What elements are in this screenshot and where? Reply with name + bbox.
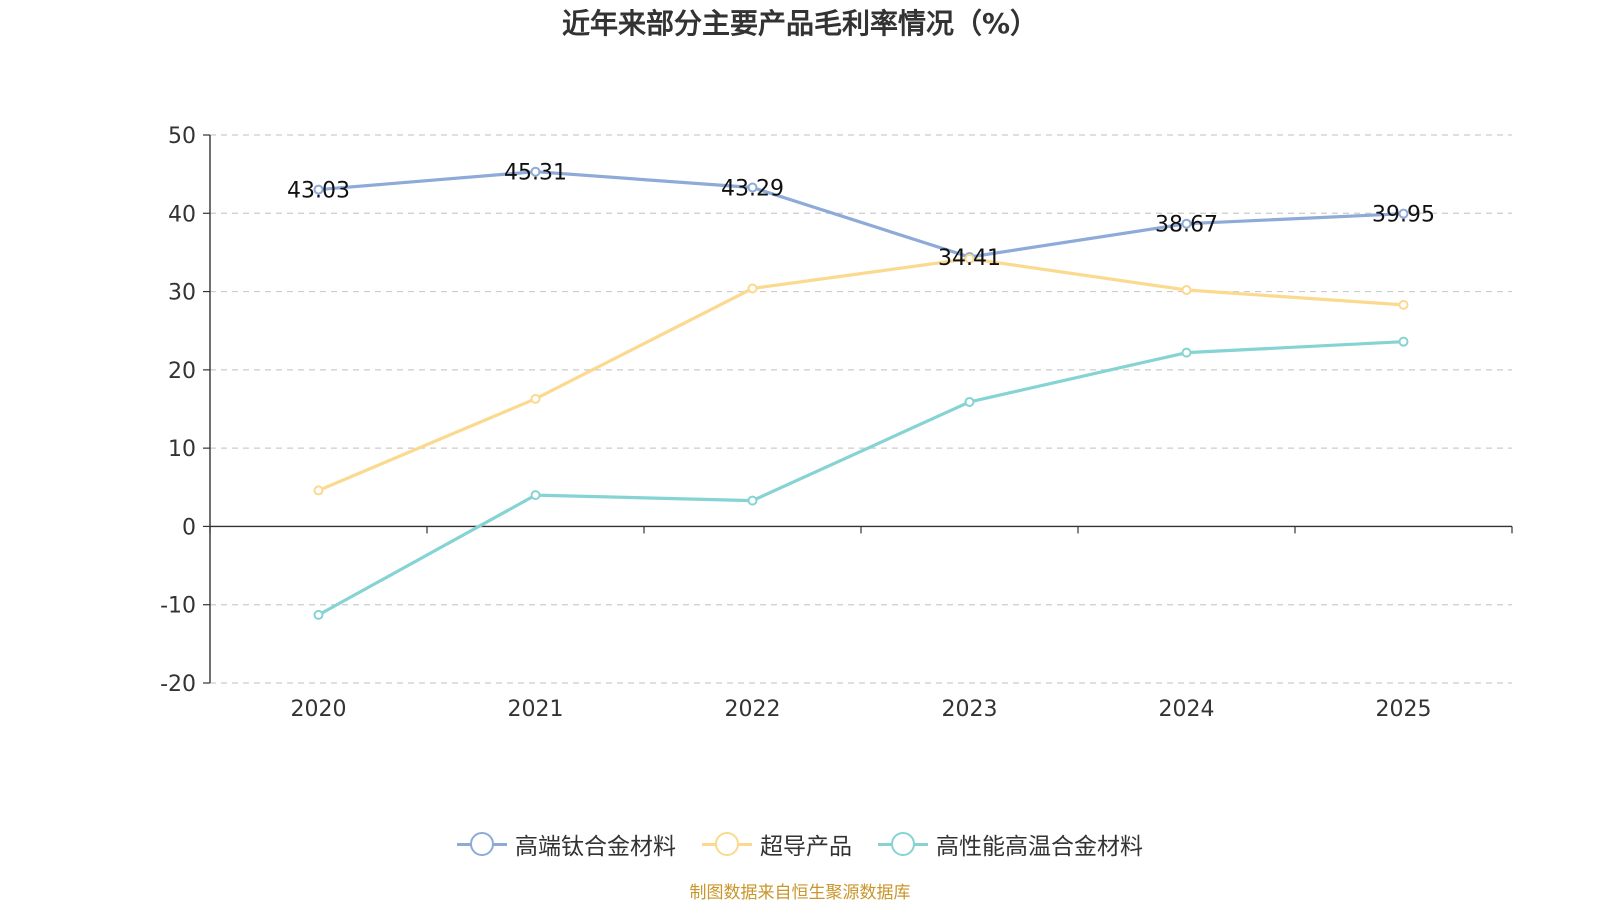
- series-line-1: [316, 257, 1406, 493]
- y-tick-label: 40: [168, 202, 196, 227]
- data-point: [1181, 285, 1192, 296]
- legend-marker-icon: [702, 831, 752, 857]
- series-lines: [313, 166, 1409, 620]
- data-point: [530, 490, 541, 501]
- x-tick-label: 2021: [508, 697, 564, 722]
- series-line-0: [316, 170, 1406, 259]
- data-label: 39.95: [1372, 203, 1435, 228]
- legend-marker-icon: [878, 831, 928, 857]
- legend-item[interactable]: 高性能高温合金材料: [878, 827, 1143, 861]
- data-point: [747, 283, 758, 294]
- x-tick-label: 2024: [1159, 697, 1215, 722]
- data-point: [1181, 347, 1192, 358]
- y-tick-label: 0: [182, 515, 196, 540]
- data-point: [964, 396, 975, 407]
- data-point: [530, 166, 541, 177]
- x-tick-label: 2020: [291, 697, 347, 722]
- chart-legend: 高端钛合金材料 超导产品 高性能高温合金材料: [0, 824, 1600, 864]
- y-tick-label: -10: [160, 594, 196, 619]
- x-tick-label: 2025: [1376, 697, 1432, 722]
- data-point: [1398, 336, 1409, 347]
- y-tick-label: 50: [168, 124, 196, 149]
- data-label: 43.29: [721, 177, 784, 202]
- data-point: [1181, 218, 1192, 229]
- gridlines: [210, 134, 1512, 684]
- axes: 50 40 30 20 10 0 -10 -20 2020 2021 2022 2023 2024 202…: [160, 124, 1513, 722]
- series-line-2: [316, 340, 1406, 617]
- x-tick-label: 2023: [942, 697, 998, 722]
- data-label: 38.67: [1155, 213, 1218, 238]
- legend-label: 高端钛合金材料: [515, 834, 676, 860]
- data-point: [530, 393, 541, 404]
- chart-title: 近年来部分主要产品毛利率情况（%）: [561, 7, 1039, 40]
- data-label: 45.31: [504, 161, 567, 186]
- y-tick-label: 10: [168, 437, 196, 462]
- data-point: [964, 253, 975, 264]
- legend-label: 超导产品: [760, 834, 852, 860]
- y-tick-label: 20: [168, 359, 196, 384]
- data-labels: 43.03 45.31 43.29 34.41 38.67 39.95: [287, 161, 1435, 271]
- data-point: [313, 609, 324, 620]
- legend-item[interactable]: 超导产品: [702, 827, 852, 861]
- y-tick-label: 30: [168, 281, 196, 306]
- legend-marker-icon: [457, 831, 507, 857]
- legend-item[interactable]: 高端钛合金材料: [457, 827, 676, 861]
- y-tick-label: -20: [160, 672, 196, 697]
- legend-label: 高性能高温合金材料: [936, 834, 1143, 860]
- data-point: [1398, 208, 1409, 219]
- data-point: [747, 182, 758, 193]
- data-point: [313, 184, 324, 195]
- data-point: [1398, 299, 1409, 310]
- data-point: [747, 495, 758, 506]
- data-source-note: 制图数据来自恒生聚源数据库: [689, 883, 911, 903]
- data-label: 43.03: [287, 179, 350, 204]
- data-point: [313, 485, 324, 496]
- data-label: 34.41: [938, 246, 1001, 271]
- x-tick-label: 2022: [725, 697, 781, 722]
